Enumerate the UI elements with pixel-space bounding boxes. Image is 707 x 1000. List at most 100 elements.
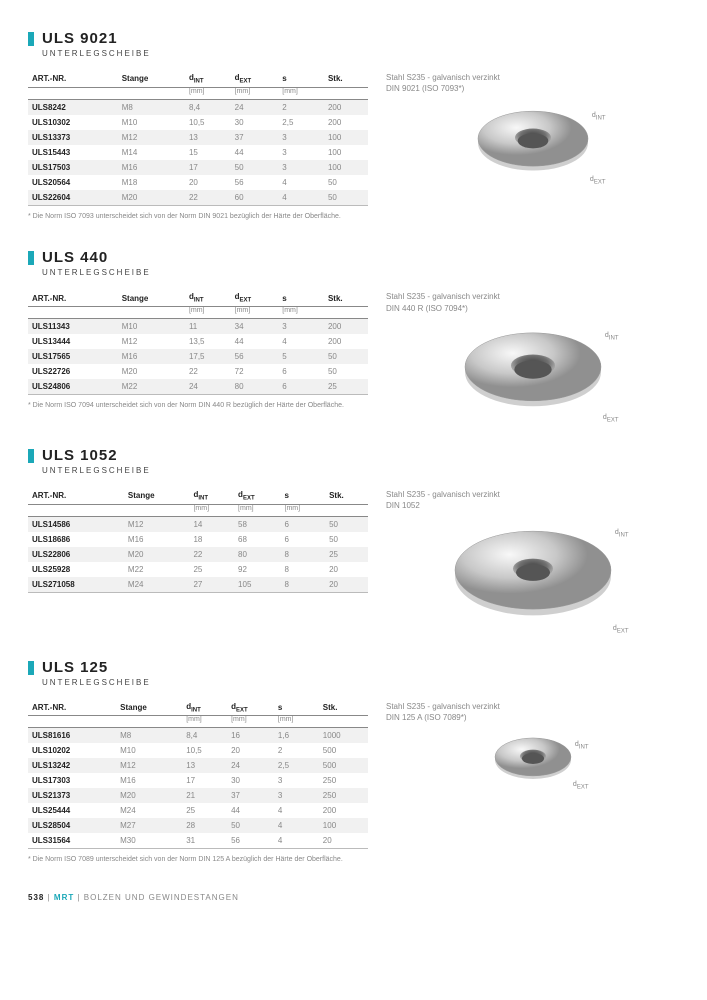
cell: ULS15443 xyxy=(28,145,118,160)
col-unit: [mm] xyxy=(274,716,319,728)
cell: 50 xyxy=(325,532,368,547)
accent-bar xyxy=(28,661,34,675)
cell: 21 xyxy=(182,788,227,803)
col-unit xyxy=(28,87,118,99)
col-unit xyxy=(325,504,368,516)
cell: 30 xyxy=(227,773,274,788)
table-row: ULS17503M1617503100 xyxy=(28,160,368,175)
cell: M20 xyxy=(116,788,182,803)
section-title: ULS 9021 xyxy=(42,30,118,47)
product-section: ULS 125 UNTERLEGSCHEIBE ART.-NR.StangedI… xyxy=(28,659,679,865)
cell: 50 xyxy=(324,349,368,364)
cell: 50 xyxy=(227,818,274,833)
accent-bar xyxy=(28,449,34,463)
cell: 50 xyxy=(324,175,368,190)
col-unit xyxy=(124,504,190,516)
col-unit: [mm] xyxy=(278,306,324,318)
table-row: ULS31564M303156420 xyxy=(28,833,368,849)
cell: ULS13373 xyxy=(28,130,118,145)
cell: 56 xyxy=(227,833,274,849)
col-unit: [mm] xyxy=(281,504,326,516)
col-unit: [mm] xyxy=(185,87,231,99)
cell: 6 xyxy=(278,364,324,379)
col-header: dINT xyxy=(189,485,234,504)
table-row: ULS14586M121458650 xyxy=(28,516,368,532)
cell: 4 xyxy=(278,175,324,190)
cell: M12 xyxy=(118,334,185,349)
cell: 20 xyxy=(185,175,231,190)
col-unit xyxy=(324,87,368,99)
cell: M20 xyxy=(118,364,185,379)
cell: 2 xyxy=(274,743,319,758)
col-header: dEXT xyxy=(234,485,280,504)
col-unit: [mm] xyxy=(182,716,227,728)
cell: 13,5 xyxy=(185,334,231,349)
cell: 22 xyxy=(185,190,231,206)
dext-label: dEXT xyxy=(603,414,619,423)
cell: 68 xyxy=(234,532,280,547)
cell: 6 xyxy=(281,516,326,532)
table-row: ULS13242M1213242,5500 xyxy=(28,758,368,773)
col-unit xyxy=(118,87,185,99)
cell: ULS22604 xyxy=(28,190,118,206)
table-wrap: ART.-NR.StangedINTdEXTsStk.[mm][mm][mm]U… xyxy=(28,485,368,593)
cell: 105 xyxy=(234,577,280,593)
col-unit: [mm] xyxy=(231,306,279,318)
section-header: ULS 125 xyxy=(28,659,679,676)
cell: ULS31564 xyxy=(28,833,116,849)
col-header: Stange xyxy=(118,287,185,306)
col-header: ART.-NR. xyxy=(28,697,116,716)
category: BOLZEN UND GEWINDESTANGEN xyxy=(84,893,239,902)
cell: ULS17565 xyxy=(28,349,118,364)
cell: 28 xyxy=(182,818,227,833)
col-unit: [mm] xyxy=(227,716,274,728)
table-row: ULS22806M202280825 xyxy=(28,547,368,562)
cell: 13 xyxy=(182,758,227,773)
table-row: ULS15443M1415443100 xyxy=(28,145,368,160)
cell: 4 xyxy=(278,334,324,349)
cell: M22 xyxy=(124,562,190,577)
cell: M10 xyxy=(116,743,182,758)
cell: 72 xyxy=(231,364,279,379)
cell: ULS8242 xyxy=(28,99,118,115)
cell: 27 xyxy=(189,577,234,593)
cell: 6 xyxy=(278,379,324,395)
cell: M20 xyxy=(118,190,185,206)
cell: 17 xyxy=(185,160,231,175)
section-title: ULS 1052 xyxy=(42,447,118,464)
cell: 500 xyxy=(319,758,368,773)
table-row: ULS13444M1213,5444200 xyxy=(28,334,368,349)
cell: 22 xyxy=(189,547,234,562)
section-subtitle: UNTERLEGSCHEIBE xyxy=(42,49,679,58)
page-number: 538 xyxy=(28,893,44,902)
section-header: ULS 1052 xyxy=(28,447,679,464)
image-wrap: Stahl S235 - galvanisch verzinktDIN 440 … xyxy=(386,287,679,419)
washer-image: dINT dEXT xyxy=(468,104,598,181)
dext-label: dEXT xyxy=(573,781,589,790)
cell: M14 xyxy=(118,145,185,160)
cell: 3 xyxy=(278,145,324,160)
cell: 80 xyxy=(231,379,279,395)
cell: 3 xyxy=(278,318,324,334)
section-subtitle: UNTERLEGSCHEIBE xyxy=(42,268,679,277)
col-unit xyxy=(28,306,118,318)
cell: 10,5 xyxy=(182,743,227,758)
col-unit: [mm] xyxy=(189,504,234,516)
table-wrap: ART.-NR.StangedINTdEXTsStk.[mm][mm][mm]U… xyxy=(28,287,368,410)
col-header: ART.-NR. xyxy=(28,485,124,504)
col-header: Stk. xyxy=(325,485,368,504)
cell: 8 xyxy=(281,562,326,577)
cell: ULS11343 xyxy=(28,318,118,334)
col-header: dINT xyxy=(185,287,231,306)
col-unit: [mm] xyxy=(278,87,324,99)
dint-label: dINT xyxy=(605,332,619,341)
cell: 4 xyxy=(274,818,319,833)
dext-label: dEXT xyxy=(613,625,629,634)
col-unit xyxy=(116,716,182,728)
cell: ULS17503 xyxy=(28,160,118,175)
col-unit xyxy=(319,716,368,728)
col-header: dINT xyxy=(185,68,231,87)
cell: 15 xyxy=(185,145,231,160)
cell: 13 xyxy=(185,130,231,145)
cell: 37 xyxy=(227,788,274,803)
